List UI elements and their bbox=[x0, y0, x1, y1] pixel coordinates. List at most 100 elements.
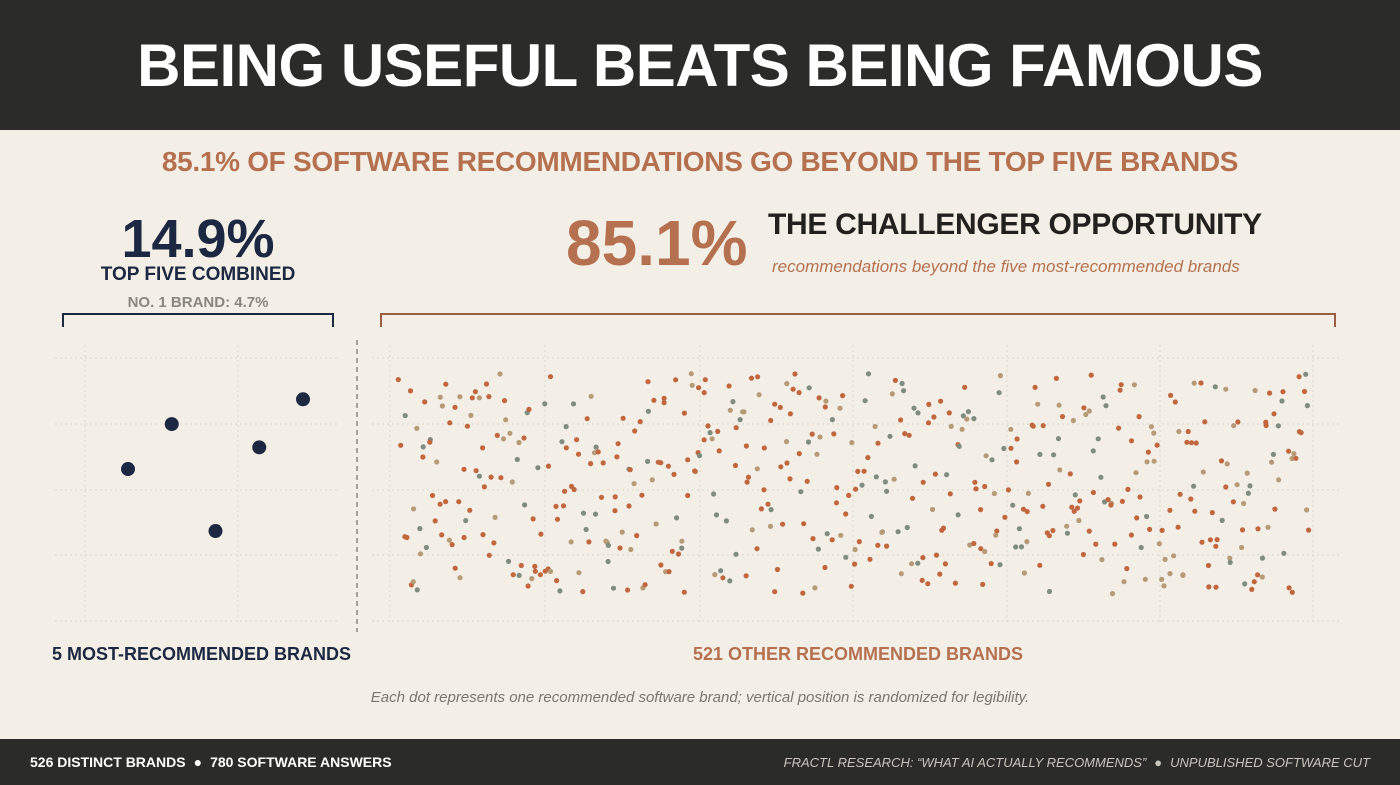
other-brand-dot bbox=[557, 588, 563, 594]
other-brand-dot bbox=[516, 439, 522, 446]
other-brand-dot bbox=[1269, 459, 1275, 465]
other-brand-dot bbox=[843, 554, 849, 560]
other-brand-dot bbox=[1244, 470, 1250, 476]
other-brand-dot bbox=[1086, 408, 1092, 414]
other-brand-dot bbox=[497, 371, 503, 377]
other-brand-dot bbox=[1051, 452, 1057, 458]
other-brand-dot bbox=[1265, 524, 1271, 530]
other-brand-dot bbox=[658, 562, 664, 568]
other-brand-dot bbox=[853, 486, 859, 492]
other-brand-dot bbox=[696, 385, 702, 391]
other-brand-dot bbox=[1219, 517, 1225, 524]
other-brand-dot bbox=[402, 413, 408, 419]
other-brand-dot bbox=[473, 468, 479, 474]
other-brand-dot bbox=[583, 526, 589, 533]
other-brand-dot bbox=[529, 576, 535, 582]
other-brand-dot bbox=[898, 417, 904, 423]
other-brand-dot bbox=[911, 405, 917, 411]
other-brand-dot bbox=[978, 546, 984, 552]
other-brand-dot bbox=[805, 439, 812, 445]
other-brand-dot bbox=[410, 579, 416, 585]
other-brand-dot bbox=[727, 578, 733, 584]
challenger-subtitle: recommendations beyond the five most-rec… bbox=[772, 257, 1240, 276]
other-brand-dot bbox=[898, 571, 904, 577]
other-brand-dot bbox=[796, 390, 802, 396]
other-brand-dot bbox=[1151, 458, 1157, 464]
other-brand-dot bbox=[649, 477, 655, 483]
other-brand-dot bbox=[530, 516, 536, 522]
other-brand-dot bbox=[1046, 533, 1052, 539]
top-brand-dot bbox=[208, 524, 223, 539]
other-brand-dot bbox=[948, 423, 954, 429]
other-brand-dot bbox=[443, 499, 449, 505]
other-brand-dot bbox=[716, 448, 722, 454]
other-brand-dot bbox=[452, 404, 458, 410]
other-brand-dot bbox=[1180, 572, 1186, 579]
other-brand-dot bbox=[1070, 417, 1076, 424]
other-brand-dot bbox=[617, 545, 623, 551]
other-brand-dot bbox=[783, 439, 790, 445]
other-brand-dot bbox=[1059, 414, 1066, 420]
top-five-bracket bbox=[62, 313, 334, 327]
other-brand-dot bbox=[661, 400, 667, 406]
other-brand-dot bbox=[645, 458, 651, 464]
other-brand-dot bbox=[743, 573, 749, 579]
other-brand-dot bbox=[942, 561, 949, 567]
other-brand-dot bbox=[679, 538, 685, 544]
other-brand-dot bbox=[983, 453, 989, 459]
other-brand-dot bbox=[632, 428, 638, 434]
other-brand-dot bbox=[848, 583, 854, 589]
footer-stats: 526 DISTINCT BRANDS ● 780 SOFTWARE ANSWERS bbox=[30, 754, 392, 770]
other-brand-dot bbox=[926, 401, 932, 407]
other-brand-dot bbox=[1080, 551, 1086, 558]
other-brand-dot bbox=[1148, 424, 1154, 430]
other-brand-dot bbox=[852, 561, 858, 567]
other-brand-dot bbox=[1172, 399, 1178, 405]
other-brand-dot bbox=[723, 518, 730, 524]
other-brand-dot bbox=[1119, 498, 1125, 504]
other-brand-dot bbox=[810, 536, 816, 542]
other-brand-dot bbox=[1281, 550, 1287, 556]
other-brand-dot bbox=[537, 572, 544, 578]
footer-brand-count: 526 DISTINCT BRANDS bbox=[30, 754, 186, 770]
other-brand-dot bbox=[1234, 482, 1240, 488]
other-brand-dot bbox=[817, 434, 823, 440]
other-brand-dot bbox=[720, 575, 726, 581]
other-brand-dot bbox=[1205, 562, 1212, 569]
other-brand-dot bbox=[843, 511, 849, 517]
other-brand-dot bbox=[796, 451, 802, 457]
other-brand-dot bbox=[1056, 402, 1062, 408]
other-brand-dot bbox=[1093, 541, 1099, 547]
other-brand-dot bbox=[1008, 426, 1014, 432]
other-brand-dot bbox=[516, 572, 522, 579]
other-brand-dot bbox=[538, 531, 544, 537]
other-brand-dot bbox=[1209, 509, 1215, 516]
other-brand-dot bbox=[997, 562, 1003, 568]
other-brand-dot bbox=[505, 558, 512, 565]
other-brand-dot bbox=[1021, 570, 1027, 576]
other-brand-dot bbox=[1014, 436, 1020, 442]
other-brand-dot bbox=[1010, 502, 1016, 508]
other-brand-dot bbox=[673, 377, 679, 383]
other-brand-dot bbox=[822, 404, 828, 410]
other-brand-dot bbox=[1242, 581, 1248, 587]
other-brand-dot bbox=[1069, 504, 1075, 510]
other-brand-dot bbox=[1016, 526, 1023, 532]
other-brand-dot bbox=[978, 507, 984, 513]
other-brand-dot bbox=[1206, 584, 1212, 590]
other-brand-dot bbox=[417, 551, 424, 557]
other-brand-dot bbox=[1276, 477, 1282, 483]
other-brand-dot bbox=[959, 426, 965, 432]
other-brand-dot bbox=[988, 561, 994, 567]
other-brand-dot bbox=[559, 439, 565, 445]
other-brand-dot bbox=[571, 486, 577, 493]
other-brand-dot bbox=[919, 577, 925, 584]
other-brand-dot bbox=[692, 468, 698, 474]
other-brand-dot bbox=[1286, 448, 1292, 454]
other-brand-dot bbox=[494, 432, 500, 438]
other-brand-dot bbox=[1159, 527, 1165, 534]
top-brand-dot bbox=[296, 392, 310, 407]
other-brand-dot bbox=[468, 412, 474, 418]
other-brand-dot bbox=[946, 410, 952, 416]
other-brand-dot bbox=[815, 546, 822, 552]
